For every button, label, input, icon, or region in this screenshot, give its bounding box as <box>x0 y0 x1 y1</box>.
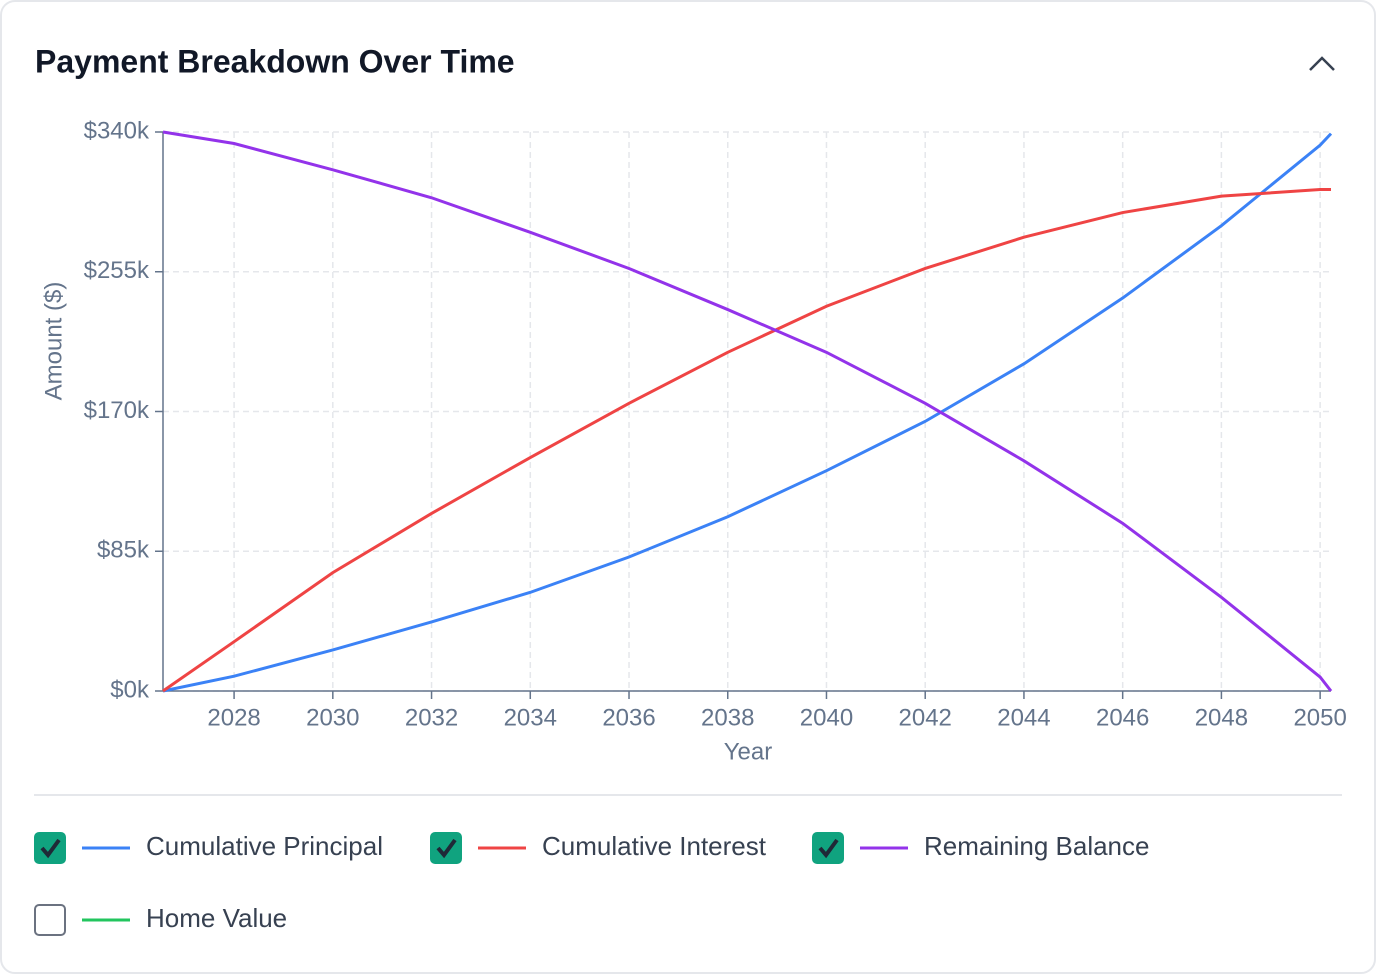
checkmark <box>40 838 61 859</box>
x-tick-label: 2030 <box>306 704 359 731</box>
legend-label[interactable]: Cumulative Interest <box>542 831 767 861</box>
legend-label[interactable]: Cumulative Principal <box>146 831 383 861</box>
y-tick-label: $340k <box>84 117 150 144</box>
y-axis-label: Amount ($) <box>40 282 67 401</box>
x-tick-label: 2032 <box>405 704 458 731</box>
legend-checkbox[interactable] <box>812 832 844 864</box>
series-line <box>162 130 1333 692</box>
legend-label[interactable]: Home Value <box>146 903 287 933</box>
card-title: Payment Breakdown Over Time <box>35 43 515 79</box>
x-tick-label: 2042 <box>899 704 952 731</box>
legend-checkbox[interactable] <box>34 904 66 936</box>
y-tick-label: $170k <box>84 397 150 424</box>
series-line <box>162 188 1331 693</box>
x-tick-label: 2028 <box>207 704 260 731</box>
x-tick-label: 2036 <box>602 704 655 731</box>
series-line <box>162 132 1333 693</box>
collapse-button[interactable] <box>1309 56 1335 71</box>
x-tick-label: 2040 <box>800 704 853 731</box>
x-tick-label: 2046 <box>1096 704 1149 731</box>
checkmark <box>818 838 839 859</box>
x-tick-label: 2048 <box>1195 704 1248 731</box>
x-tick-label: 2034 <box>504 704 557 731</box>
x-tick-label: 2044 <box>997 704 1050 731</box>
legend-label[interactable]: Remaining Balance <box>924 831 1149 861</box>
x-tick-label: 2038 <box>701 704 754 731</box>
legend-checkbox[interactable] <box>34 832 66 864</box>
y-tick-label: $255k <box>84 257 150 284</box>
y-tick-label: $0k <box>110 676 150 703</box>
checkmark <box>436 838 457 859</box>
y-tick-label: $85k <box>97 537 150 564</box>
x-axis-label: Year <box>724 738 773 765</box>
legend-checkbox[interactable] <box>430 832 462 864</box>
x-tick-label: 2050 <box>1293 704 1346 731</box>
